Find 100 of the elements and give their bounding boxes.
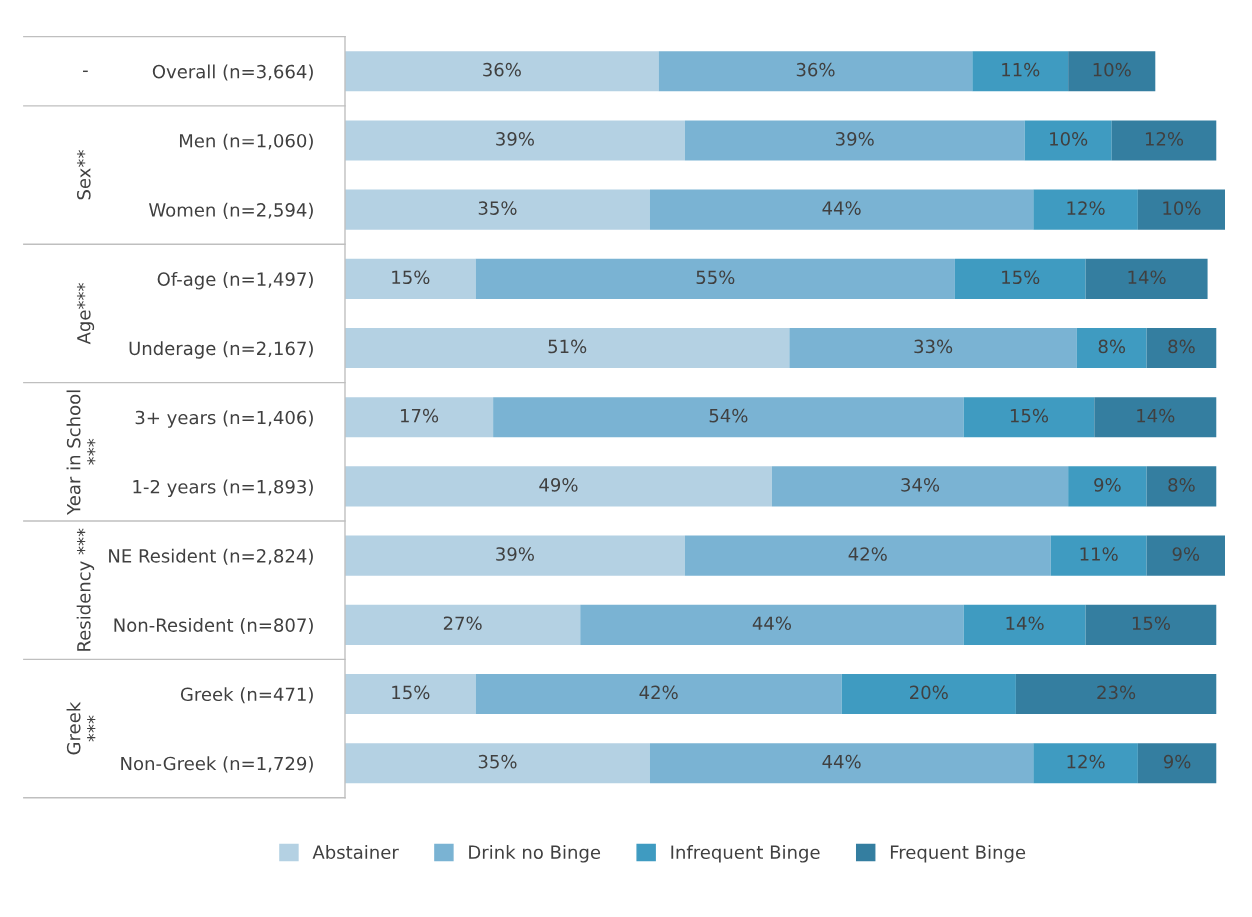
data-label: 12% (1067, 201, 1105, 215)
data-label: 14% (1128, 270, 1166, 285)
bar (345, 258, 476, 299)
data-label: 34% (901, 478, 940, 492)
bar (649, 189, 1034, 230)
data-label: 51% (548, 339, 587, 354)
bar (1024, 120, 1112, 161)
data-label: 39% (496, 547, 534, 561)
y-tick-label: Non-Greek (n=1,729) (121, 756, 313, 773)
bar (1146, 535, 1225, 576)
data-label: 44% (752, 616, 791, 631)
data-label: 20% (910, 685, 948, 700)
data-label: 36% (483, 62, 521, 77)
data-label: 49% (539, 478, 578, 492)
bar (1111, 120, 1217, 161)
data-label: 35% (478, 201, 517, 215)
bar (1015, 673, 1217, 715)
data-label: 33% (914, 339, 953, 354)
bar (475, 258, 955, 299)
bar (1085, 258, 1208, 299)
data-label: 54% (709, 408, 748, 423)
y-tick-label: Men (n=1,060) (180, 133, 313, 150)
bar (345, 189, 650, 230)
data-label: 12% (1067, 754, 1105, 769)
data-label: 8% (1098, 339, 1126, 354)
bar (841, 673, 1016, 715)
data-label: 8% (1168, 339, 1195, 354)
legend-label: Drink no Binge (469, 845, 601, 863)
data-label: 14% (1006, 616, 1044, 631)
bar (963, 604, 1086, 645)
y-tick-label: Women (n=2,594) (148, 202, 313, 219)
y-tick-label: NE Resident (n=2,824) (109, 548, 313, 565)
y-tick-label: Of-age (n=1,497) (157, 271, 313, 290)
bar (684, 535, 1051, 576)
bar (1085, 604, 1217, 645)
bar (345, 743, 650, 784)
data-label: 42% (848, 547, 887, 561)
data-label: 15% (1002, 270, 1040, 285)
text: Year in School *** (66, 390, 96, 515)
bar (493, 397, 964, 438)
bar (1050, 535, 1147, 576)
bar (658, 51, 973, 92)
y-tick-label: Non-Resident (n=807) (114, 617, 313, 635)
bar (345, 466, 772, 507)
bar (345, 327, 790, 369)
data-label: 35% (478, 754, 517, 769)
bar (345, 397, 494, 438)
data-label: 17% (400, 408, 439, 423)
legend-label: Frequent Binge (890, 845, 1026, 863)
bar (475, 673, 842, 715)
bar (789, 327, 1077, 369)
data-label: 15% (1132, 616, 1171, 631)
data-label: 44% (822, 754, 861, 769)
bar (1033, 743, 1138, 784)
data-label: 8% (1168, 478, 1195, 492)
bar (771, 466, 1069, 507)
data-label: 15% (1010, 408, 1049, 423)
bar (580, 604, 964, 645)
data-label: 42% (639, 685, 678, 700)
bar (963, 397, 1095, 438)
data-label: 15% (392, 270, 430, 285)
bar (1068, 466, 1147, 507)
bar (1094, 397, 1217, 438)
bar (954, 258, 1086, 299)
y-tick-label: Overall (n=3,664) (152, 64, 313, 81)
data-label: 10% (1093, 62, 1131, 77)
bar (345, 51, 659, 92)
data-label: 14% (1137, 408, 1175, 423)
bar (345, 673, 476, 715)
data-label: 23% (1097, 685, 1136, 700)
y-tick-label: Greek (n=471) (180, 687, 313, 704)
bar (1137, 189, 1225, 230)
bar (972, 51, 1069, 92)
text: Age*** (76, 282, 95, 345)
data-label: 39% (496, 132, 534, 146)
y-tick-label: Underage (n=2,167) (129, 341, 313, 359)
bar (345, 120, 685, 161)
text: Sex** (76, 150, 91, 200)
data-label: 44% (822, 201, 861, 215)
data-label: 39% (836, 132, 874, 146)
bar (1076, 327, 1147, 369)
y-tick-label: 1-2 years (n=1,893) (133, 479, 313, 498)
bar (1146, 466, 1217, 507)
bar (1068, 51, 1156, 92)
data-label: 9% (1094, 478, 1121, 492)
data-label: 10% (1163, 201, 1201, 215)
data-label: 27% (443, 616, 482, 631)
bar (1137, 743, 1217, 784)
bar (1146, 327, 1217, 369)
y-tick-label: 3+ years (n=1,406) (135, 410, 313, 428)
legend-label: Infrequent Binge (671, 845, 820, 863)
data-label: 10% (1050, 132, 1088, 146)
data-label: 55% (696, 270, 735, 285)
bar (345, 535, 685, 576)
data-label: 9% (1172, 547, 1200, 561)
bar (1033, 189, 1138, 230)
data-label: 9% (1163, 754, 1191, 769)
data-label: 12% (1145, 132, 1184, 146)
data-label: 15% (392, 685, 430, 700)
text: - (83, 70, 88, 73)
